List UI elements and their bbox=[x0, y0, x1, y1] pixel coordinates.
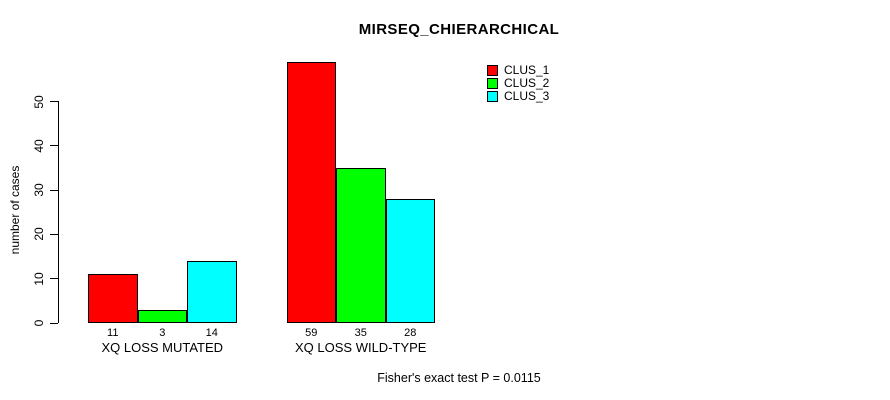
legend-label-clus-1: CLUS_1 bbox=[504, 63, 550, 77]
bar-clus_2-group-1 bbox=[336, 167, 386, 323]
legend-label-clus-2: CLUS_2 bbox=[504, 76, 550, 90]
y-tick-label-30: 30 bbox=[32, 183, 46, 197]
y-axis-label: number of cases bbox=[8, 165, 22, 255]
bar-value-label-clus_3-group-1: 28 bbox=[404, 327, 417, 339]
y-tick-label-10: 10 bbox=[32, 272, 46, 286]
y-tick-0 bbox=[50, 322, 58, 324]
y-tick-label-20: 20 bbox=[32, 227, 46, 242]
y-tick-label-50: 50 bbox=[32, 94, 46, 109]
legend-item-clus-3: CLUS_3 bbox=[487, 89, 550, 103]
legend-item-clus-2: CLUS_2 bbox=[487, 76, 550, 90]
bar-clus_3-group-0 bbox=[187, 260, 237, 323]
legend-swatch-clus-2 bbox=[487, 77, 498, 89]
bar-value-label-clus_1-group-0: 11 bbox=[107, 327, 119, 339]
bar-clus_1-group-1 bbox=[286, 61, 336, 323]
annotation-text: Fisher's exact test P = 0.0115 bbox=[377, 371, 541, 385]
y-tick-10 bbox=[50, 278, 58, 280]
legend-label-clus-3: CLUS_3 bbox=[504, 89, 550, 103]
y-tick-40 bbox=[50, 145, 58, 147]
bar-clus_2-group-0 bbox=[137, 309, 187, 323]
bar-clus_1-group-0 bbox=[88, 274, 138, 323]
bar-value-label-clus_2-group-1: 35 bbox=[354, 327, 367, 339]
y-tick-label-0: 0 bbox=[32, 319, 46, 327]
category-label-0: XQ LOSS MUTATED bbox=[101, 340, 224, 355]
bar-value-label-clus_3-group-0: 14 bbox=[205, 327, 218, 339]
legend-swatch-clus-1 bbox=[487, 64, 498, 76]
bar-value-label-clus_1-group-1: 59 bbox=[305, 327, 318, 339]
y-tick-30 bbox=[50, 189, 58, 191]
y-tick-label-40: 40 bbox=[32, 139, 46, 153]
chart-title: MIRSEQ_CHIERARCHICAL bbox=[358, 21, 560, 38]
legend-swatch-clus-3 bbox=[487, 90, 498, 102]
legend: CLUS_1 CLUS_2 CLUS_3 bbox=[487, 63, 550, 103]
bar-value-label-clus_2-group-0: 3 bbox=[159, 327, 166, 339]
legend-item-clus-1: CLUS_1 bbox=[487, 63, 550, 77]
bar-clus_3-group-1 bbox=[385, 198, 435, 323]
y-tick-20 bbox=[50, 233, 58, 235]
y-axis-line bbox=[58, 101, 59, 323]
category-label-1: XQ LOSS WILD-TYPE bbox=[295, 340, 427, 355]
y-tick-50 bbox=[50, 101, 58, 102]
